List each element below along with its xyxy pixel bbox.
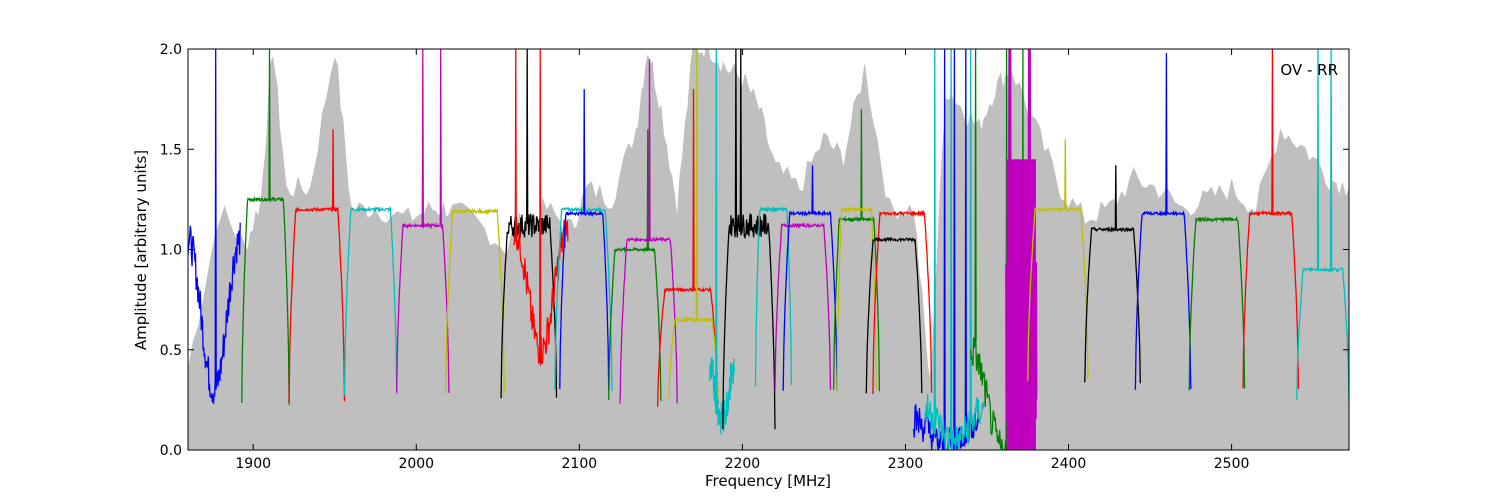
y-tick-label: 1.0 [160, 243, 182, 259]
y-tick-label: 1.5 [160, 142, 182, 158]
envelope-area [188, 49, 1349, 450]
background-envelope [188, 49, 1349, 450]
series-line-2 [288, 129, 346, 403]
series-line-0 [188, 49, 241, 405]
series-line-1 [241, 49, 290, 405]
series-line-20 [836, 205, 877, 392]
series-layer [188, 49, 1349, 450]
y-tick-label: 0.0 [160, 443, 182, 459]
series-line-10 [608, 129, 662, 401]
x-tick-label: 2100 [562, 456, 598, 472]
y-tick-label: 0.5 [160, 343, 182, 359]
series-line-13 [668, 49, 719, 400]
series-line-16 [754, 205, 792, 387]
x-tick-label: 1900 [235, 456, 271, 472]
series-line-15 [722, 49, 776, 430]
series-line-6 [500, 49, 558, 399]
x-tick-label: 2200 [725, 456, 761, 472]
x-axis-ticks: 1900 2000 2100 2200 2300 2400 2500 [235, 49, 1249, 472]
series-line-24 [924, 49, 985, 450]
series-line-31 [1242, 49, 1300, 389]
x-axis-label: Frequency [MHz] [705, 472, 831, 490]
chart-annotation: OV - RR [1280, 61, 1338, 79]
series-line-22 [865, 236, 923, 394]
y-tick-label: 2.0 [160, 42, 182, 58]
series-line-30 [1188, 215, 1246, 391]
series-line-29 [1134, 52, 1192, 390]
series-line-21 [872, 209, 933, 395]
x-tick-label: 2000 [398, 456, 434, 472]
series-line-11 [619, 58, 678, 404]
series-line-12 [656, 89, 719, 407]
series-line-14 [709, 49, 735, 435]
y-axis-label: Amplitude [arbitrary units] [132, 150, 150, 350]
x-tick-label: 2400 [1051, 456, 1087, 472]
series-line-28 [1084, 165, 1141, 384]
x-tick-label: 2500 [1214, 456, 1250, 472]
series-line-17 [774, 221, 832, 391]
series-line-27 [1027, 139, 1089, 382]
series-line-32 [1296, 49, 1349, 402]
series-line-18 [782, 165, 838, 391]
x-tick-label: 2300 [888, 456, 924, 472]
y-axis-ticks: 0.0 0.5 1.0 1.5 2.0 [160, 42, 1349, 459]
series-block-26 [1006, 159, 1036, 450]
series-line-4 [396, 49, 450, 393]
series-line-3 [343, 205, 398, 396]
series-line-5 [444, 207, 505, 394]
series-line-9 [559, 89, 610, 391]
